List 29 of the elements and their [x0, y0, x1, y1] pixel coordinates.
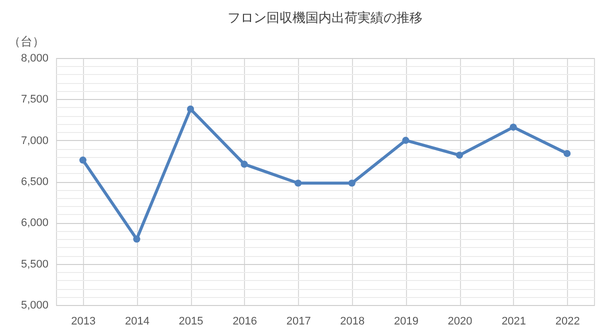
y-tick-label: 5,500: [20, 258, 48, 270]
x-tick-label: 2016: [232, 316, 258, 328]
point: [186, 106, 194, 113]
point: [510, 124, 517, 131]
y-tick-label: 7,500: [20, 94, 48, 106]
x-tick-label: 2020: [448, 316, 472, 328]
x-tick-label: 2014: [124, 316, 150, 328]
x-tick-label: 2015: [178, 316, 204, 328]
y-tick-label: 8,000: [20, 52, 48, 64]
y-tick-label: 7,000: [20, 134, 48, 147]
x-tick-label: 2022: [555, 316, 580, 328]
point: [133, 236, 140, 243]
chart-title: フロン回収機国内出荷実績の推移: [228, 10, 422, 25]
x-tick-label: 2021: [502, 316, 526, 328]
y-tick-label: 6,000: [20, 217, 48, 230]
point: [79, 156, 86, 164]
x-tick-label: 2018: [340, 316, 365, 328]
point: [294, 180, 302, 187]
point: [402, 136, 410, 144]
x-tick-label: 2019: [394, 316, 418, 328]
x-tick-label: 2017: [286, 316, 311, 328]
point: [456, 152, 464, 159]
x-tick-label: 2013: [71, 316, 96, 328]
y-axis-title: （台）: [8, 34, 44, 48]
y-tick-label: 6,500: [20, 176, 48, 188]
y-tick-label: 5,000: [20, 300, 48, 312]
point: [240, 160, 248, 168]
point: [348, 180, 356, 187]
point: [564, 150, 571, 158]
